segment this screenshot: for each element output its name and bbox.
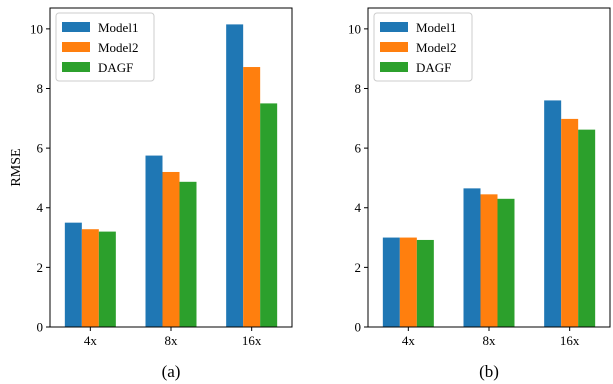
legend-swatch-model2	[380, 42, 408, 52]
y-tick-label: 10	[30, 21, 43, 36]
bar-dagf-16x	[260, 103, 278, 327]
y-tick-label: 4	[37, 200, 44, 215]
bar-dagf-16x	[578, 129, 596, 327]
bar-model1-16x	[226, 24, 244, 328]
y-tick-label: 10	[348, 21, 361, 36]
bar-model2-16x	[561, 118, 579, 328]
chart-panel-1: 0 2 4 6 8 10 4x 8x 16x RMSE (a) Model1 Model2 DAGF	[9, 7, 293, 381]
bar-model1-4x	[382, 237, 400, 327]
bar-model2-4x	[81, 229, 99, 327]
bar-model2-4x	[399, 237, 417, 327]
y-tick-label: 6	[37, 141, 44, 156]
bar-model2-16x	[243, 67, 261, 327]
y-tick-label: 4	[355, 200, 362, 215]
x-tick-label: 16x	[242, 333, 262, 348]
y-axis-label: RMSE	[9, 148, 24, 186]
y-tick-label: 2	[355, 260, 362, 275]
bar-dagf-8x	[497, 198, 515, 327]
y-tick-label: 8	[37, 81, 44, 96]
legend: Model1 Model2 DAGF	[373, 12, 473, 82]
x-tick-label: 4x	[84, 333, 98, 348]
legend-label-dagf: DAGF	[416, 60, 451, 75]
legend-swatch-model2	[62, 42, 90, 52]
legend: Model1 Model2 DAGF	[55, 12, 155, 82]
x-tick-label: 8x	[165, 333, 179, 348]
legend-swatch-dagf	[380, 62, 408, 72]
y-tick-label: 8	[355, 81, 362, 96]
bar-model1-4x	[64, 222, 82, 327]
bar-model2-8x	[480, 194, 498, 327]
legend-swatch-dagf	[62, 62, 90, 72]
legend-label-model2: Model2	[98, 40, 138, 55]
y-tick-label: 2	[37, 260, 44, 275]
y-tick-label: 0	[355, 320, 362, 335]
x-tick-label: 8x	[483, 333, 497, 348]
panel-label: (b)	[479, 362, 499, 381]
x-tick-label: 16x	[560, 333, 580, 348]
legend-label-model1: Model1	[416, 20, 456, 35]
bar-model2-8x	[162, 171, 180, 327]
y-tick-label: 6	[355, 141, 362, 156]
bar-model1-8x	[145, 155, 163, 327]
bar-dagf-8x	[179, 181, 197, 327]
bar-dagf-4x	[416, 239, 434, 327]
legend-label-dagf: DAGF	[98, 60, 133, 75]
panel-label: (a)	[162, 362, 181, 381]
y-tick-label: 0	[37, 320, 44, 335]
legend-label-model1: Model1	[98, 20, 138, 35]
legend-label-model2: Model2	[416, 40, 456, 55]
x-tick-label: 4x	[402, 333, 416, 348]
legend-swatch-model1	[380, 22, 408, 32]
bar-model1-16x	[544, 100, 562, 327]
bar-model1-8x	[463, 188, 481, 327]
chart-panel-2: 0 2 4 6 8 10 4x 8x 16x (b) Model1 Model2 DAGF	[348, 7, 611, 381]
bar-dagf-4x	[98, 231, 116, 327]
legend-swatch-model1	[62, 22, 90, 32]
